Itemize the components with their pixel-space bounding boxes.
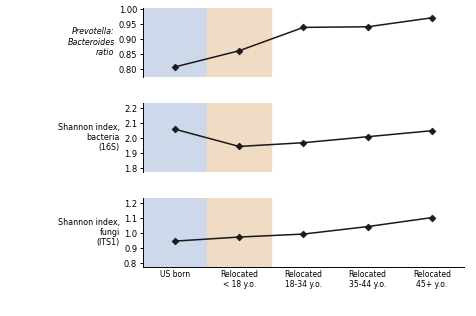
Y-axis label: Shannon index,
fungi
(ITS1): Shannon index, fungi (ITS1) [58, 218, 120, 247]
Bar [143, 103, 207, 172]
Bar [143, 198, 207, 267]
Y-axis label: Shannon index,
bacteria
(16S): Shannon index, bacteria (16S) [58, 123, 120, 152]
Bar [207, 198, 271, 267]
Bar [207, 8, 271, 77]
Y-axis label: Prevotella:
Bacteroides
ratio: Prevotella: Bacteroides ratio [67, 27, 115, 57]
Bar [143, 8, 207, 77]
Bar [207, 103, 271, 172]
